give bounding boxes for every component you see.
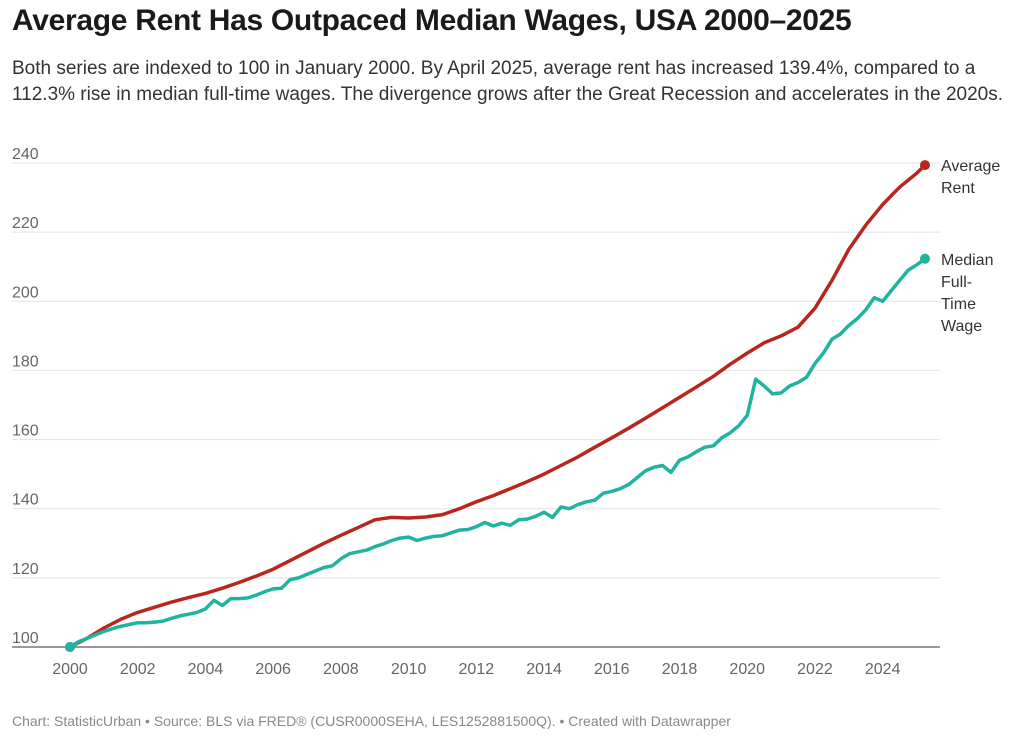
- chart-footer: Chart: StatisticUrban • Source: BLS via …: [12, 713, 731, 729]
- x-tick-label: 2014: [526, 661, 562, 678]
- series-label-line: Average: [941, 158, 1000, 175]
- chart-subtitle: Both series are indexed to 100 in Januar…: [12, 58, 1003, 105]
- series-label-line: Median: [941, 252, 993, 269]
- series-label-0: Average Rent: [941, 158, 1000, 197]
- y-tick-label: 120: [12, 561, 39, 578]
- y-tick-label: 240: [12, 146, 39, 163]
- series-label-line: Rent: [941, 180, 975, 197]
- y-tick-label: 140: [12, 492, 39, 509]
- chart-title: Average Rent Has Outpaced Median Wages, …: [12, 4, 852, 37]
- series-label-line: Wage: [941, 318, 982, 335]
- y-tick-label: 100: [12, 630, 39, 647]
- x-tick-label: 2024: [865, 661, 901, 678]
- gridlines: [12, 162, 940, 648]
- x-tick-label: 2002: [120, 661, 156, 678]
- x-tick-label: 2012: [459, 661, 495, 678]
- x-tick-label: 2020: [729, 661, 765, 678]
- y-tick-label: 180: [12, 353, 39, 370]
- x-tick-label: 2000: [52, 661, 88, 678]
- series-line-0: [68, 163, 927, 649]
- series-label-line: Full-: [941, 274, 972, 291]
- series-lines: [65, 160, 930, 652]
- x-tick-label: 2018: [662, 661, 698, 678]
- x-tick-label: 2004: [188, 661, 224, 678]
- series-label-1: Median Full- Time Wage: [941, 252, 993, 335]
- x-tick-label: 2008: [323, 661, 359, 678]
- y-tick-label: 160: [12, 423, 39, 440]
- x-tick-label: 2022: [797, 661, 833, 678]
- y-tick-label: 220: [12, 215, 39, 232]
- series-end-point-0: [920, 160, 930, 171]
- y-axis-labels: 100 120 140 160 180 200 220 240: [12, 146, 39, 647]
- series-start-point-1: [65, 642, 75, 652]
- x-tick-label: 2006: [255, 661, 291, 678]
- series-end-point-1: [920, 253, 930, 264]
- x-tick-label: 2016: [594, 661, 630, 678]
- series-line-1: [68, 257, 927, 649]
- x-axis-labels: 2000 2002 2004 2006 2008 2010 2012 2014 2016 2018…: [52, 661, 900, 678]
- x-tick-label: 2010: [391, 661, 427, 678]
- y-tick-label: 200: [12, 284, 39, 301]
- series-label-line: Time: [941, 296, 976, 313]
- series-labels: Average Rent Median Full- Time Wage: [941, 158, 1000, 335]
